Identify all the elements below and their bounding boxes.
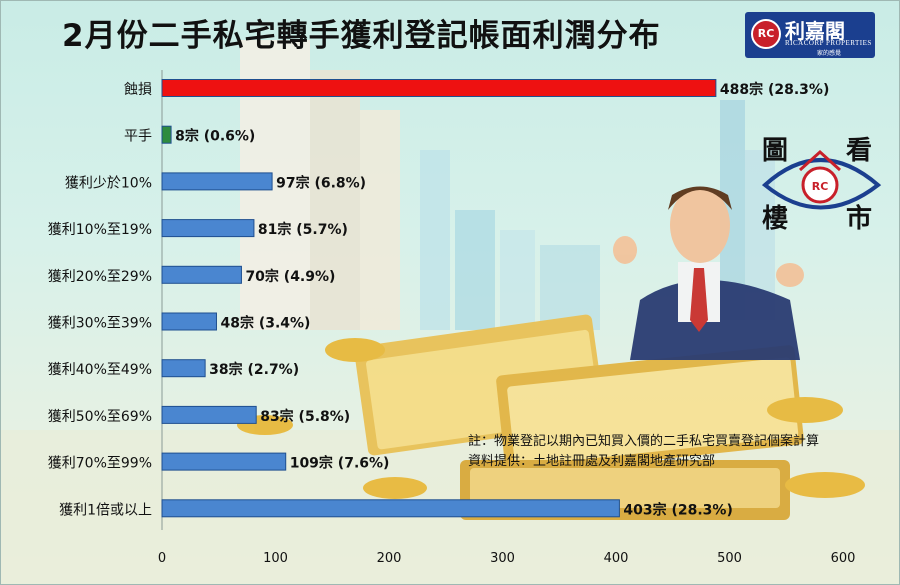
- badge-char: 市: [846, 204, 873, 234]
- note-line: 註：物業登記以期內已知買入價的二手私宅買賣登記個案計算: [468, 434, 820, 449]
- bar: [161, 312, 217, 331]
- data-label: 83宗 (5.8%): [260, 408, 350, 425]
- bar: [161, 172, 273, 191]
- x-tick-label: 100: [263, 551, 288, 566]
- data-label: 81宗 (5.7%): [258, 221, 348, 238]
- category-label: 獲利少於10%: [65, 175, 152, 191]
- x-tick-label: 0: [158, 551, 166, 566]
- chart-title: 2月份二手私宅轉手獲利登記帳面利潤分布: [62, 18, 661, 54]
- category-label: 獲利10%至19%: [48, 222, 152, 238]
- data-label: 488宗 (28.3%): [720, 81, 829, 98]
- bar: [161, 265, 242, 284]
- bar: [161, 219, 255, 238]
- logo-name-zh: 利嘉閣: [785, 19, 845, 43]
- logo-tagline: 家的感覺: [817, 50, 842, 57]
- bar: [161, 125, 172, 144]
- note-line: 資料提供：土地註冊處及利嘉閣地產研究部: [468, 454, 716, 469]
- badge-char: 看: [846, 136, 873, 166]
- svg-text:RC: RC: [812, 180, 829, 193]
- bar: [161, 452, 287, 471]
- category-label: 獲利70%至99%: [48, 456, 152, 472]
- category-label: 蝕損: [124, 81, 152, 98]
- badge-char: 圖: [762, 136, 789, 166]
- logo-name-en: RICACORP PROPERTIES: [785, 39, 872, 47]
- footnote: 註：物業登記以期內已知買入價的二手私宅買賣登記個案計算 資料提供：土地註冊處及利…: [468, 432, 819, 472]
- badge-char: 樓: [762, 204, 789, 234]
- bar: [161, 499, 620, 518]
- x-tick-label: 200: [377, 551, 402, 566]
- category-label: 獲利20%至29%: [48, 269, 152, 285]
- category-label: 獲利50%至69%: [48, 409, 152, 425]
- category-label: 獲利1倍或以上: [59, 502, 152, 518]
- bar: [161, 79, 717, 97]
- x-tick-label: 400: [604, 551, 629, 566]
- data-label: 48宗 (3.4%): [220, 315, 310, 332]
- market-watch-badge: RC 圖 看 樓 市: [760, 130, 885, 240]
- data-label: 38宗 (2.7%): [209, 361, 299, 378]
- bar: [161, 359, 206, 378]
- x-tick-label: 600: [831, 551, 856, 566]
- data-label: 403宗 (28.3%): [623, 501, 732, 518]
- x-tick-label: 300: [490, 551, 515, 566]
- bar: [161, 405, 257, 424]
- category-label: 獲利30%至39%: [48, 316, 152, 332]
- category-label: 獲利40%至49%: [48, 362, 152, 378]
- data-label: 8宗 (0.6%): [175, 128, 255, 145]
- data-label: 97宗 (6.8%): [276, 174, 366, 191]
- logo-mark: RC: [751, 19, 781, 49]
- data-label: 70宗 (4.9%): [245, 268, 335, 285]
- x-tick-label: 500: [717, 551, 742, 566]
- category-label: 平手: [124, 129, 152, 145]
- eye-icon: RC: [761, 149, 882, 210]
- company-logo: RC 利嘉閣 RICACORP PROPERTIES 家的感覺: [745, 12, 875, 58]
- data-label: 109宗 (7.6%): [290, 455, 390, 472]
